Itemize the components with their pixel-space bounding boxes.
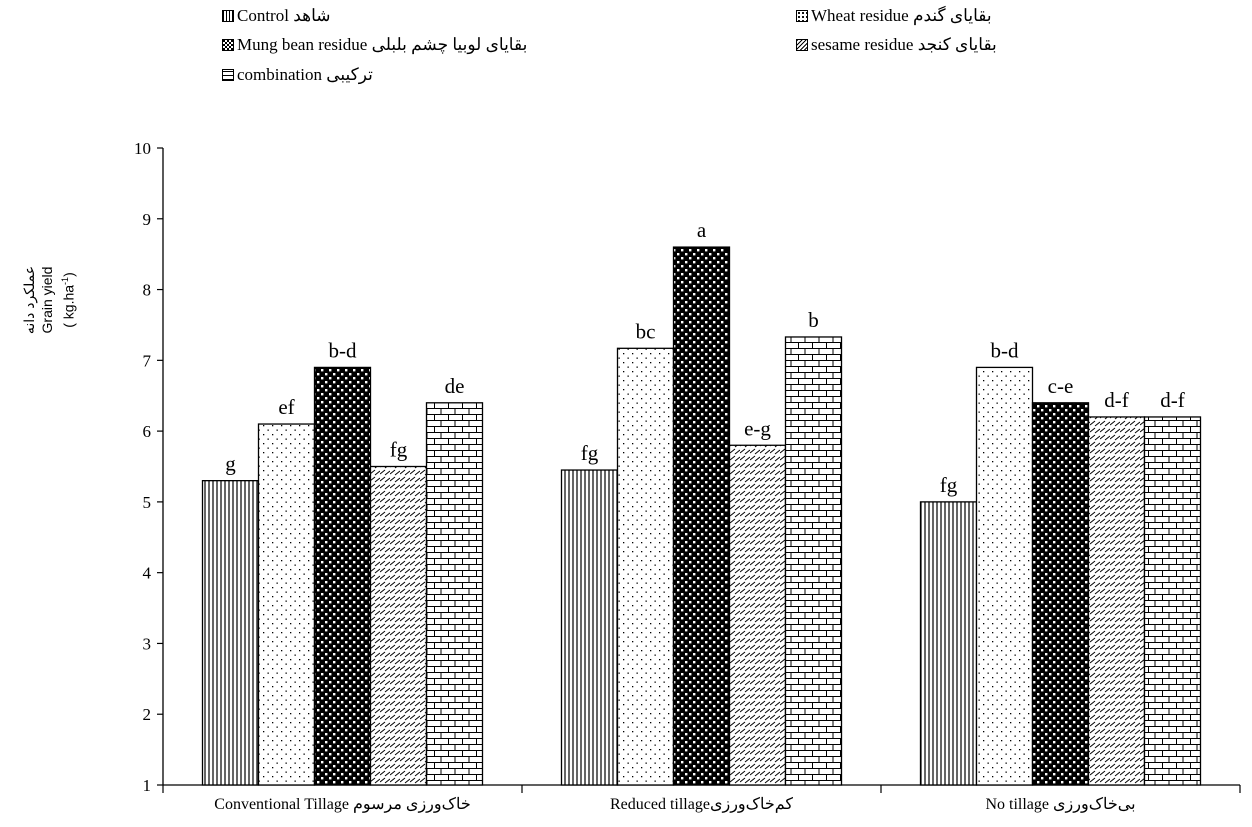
bar bbox=[919, 501, 978, 786]
legend-item-combination: ترکیبی combination bbox=[222, 65, 373, 85]
bar bbox=[257, 423, 316, 786]
legend-swatch-combination bbox=[222, 69, 234, 81]
legend-swatch-control bbox=[222, 10, 234, 22]
bar-data-label: fg bbox=[390, 438, 408, 462]
legend-item-control: شاهد Control bbox=[222, 6, 331, 26]
bar-data-label: d-f bbox=[1104, 388, 1129, 412]
y-axis-title-persian: عملکرد دانه bbox=[21, 265, 37, 335]
bar bbox=[728, 444, 787, 786]
legend-label-sesame: بقایای کنجد sesame residue bbox=[811, 35, 997, 54]
y-tick-label: 3 bbox=[143, 634, 152, 653]
bar-data-label: d-f bbox=[1160, 388, 1185, 412]
bar bbox=[369, 465, 428, 786]
y-tick-label: 6 bbox=[143, 422, 152, 441]
y-tick-label: 5 bbox=[143, 493, 152, 512]
bar-data-label: e-g bbox=[744, 416, 771, 440]
legend-label-control: شاهد Control bbox=[237, 6, 331, 25]
chart-bars bbox=[201, 246, 1202, 786]
bar-data-label: b-d bbox=[991, 338, 1019, 362]
bar bbox=[201, 480, 260, 786]
legend-item-sesame: بقایای کنجد sesame residue bbox=[796, 35, 997, 55]
legend-label-combination: ترکیبی combination bbox=[237, 65, 373, 84]
bar-data-label: c-e bbox=[1048, 374, 1074, 398]
bar-data-label: g bbox=[225, 452, 236, 476]
legend-swatch-wheat bbox=[796, 10, 808, 22]
legend-swatch-sesame bbox=[796, 39, 808, 51]
bar-data-label: b bbox=[808, 308, 819, 332]
bar-data-label: de bbox=[445, 374, 465, 398]
bar bbox=[313, 366, 372, 786]
x-tick-label: Reduced tillageکم‌خاک‌ورزی bbox=[610, 796, 793, 813]
y-tick-label: 4 bbox=[143, 564, 152, 583]
bar bbox=[1087, 416, 1146, 786]
bar bbox=[616, 347, 675, 786]
legend-label-wheat: بقایای گندم Wheat residue bbox=[811, 6, 992, 25]
y-tick-label: 10 bbox=[134, 139, 151, 158]
bar-data-label: fg bbox=[581, 441, 599, 465]
y-axis-title: عملکرد دانه Grain yield ( kg.ha-1) bbox=[20, 215, 96, 385]
bar bbox=[425, 402, 484, 786]
bar bbox=[1143, 416, 1202, 786]
legend-label-mung-bean: بقایای لوبیا چشم بلبلی Mung bean residue bbox=[237, 35, 528, 54]
chart-axes: 1 2 3 4 5 6 7 8 9 10 Conventional Tillage خاک‌ورزی… bbox=[134, 139, 1241, 813]
legend-swatch-mung-bean bbox=[222, 39, 234, 51]
y-axis-title-unit: ( kg.ha-1) bbox=[60, 272, 77, 328]
y-tick-label: 7 bbox=[143, 351, 152, 370]
bar-data-label: b-d bbox=[329, 338, 357, 362]
legend-item-wheat: بقایای گندم Wheat residue bbox=[796, 6, 992, 26]
bar-data-label: ef bbox=[278, 395, 294, 419]
bar-data-label: fg bbox=[940, 473, 958, 497]
bar bbox=[784, 336, 843, 786]
y-tick-label: 8 bbox=[143, 281, 152, 300]
y-tick-label: 2 bbox=[143, 705, 152, 724]
bar bbox=[1031, 402, 1090, 786]
bar bbox=[672, 246, 731, 786]
bar bbox=[560, 469, 619, 786]
bar-data-label: a bbox=[697, 218, 707, 242]
y-tick-label: 9 bbox=[143, 210, 152, 229]
legend-item-mung-bean: بقایای لوبیا چشم بلبلی Mung bean residue bbox=[222, 35, 527, 55]
chart-bar-labels: g ef b-d fg de fg bc a e-g b fg b-d c-e d-f d-f bbox=[225, 218, 1185, 497]
x-tick-label: No tillage بی‌خاک‌ورزی bbox=[985, 796, 1135, 813]
bar bbox=[975, 366, 1034, 786]
y-tick-label: 1 bbox=[143, 776, 152, 795]
x-tick-label: Conventional Tillage خاک‌ورزی مرسوم bbox=[214, 796, 470, 813]
bar-data-label: bc bbox=[636, 319, 656, 343]
y-axis-title-english: Grain yield bbox=[39, 266, 55, 334]
